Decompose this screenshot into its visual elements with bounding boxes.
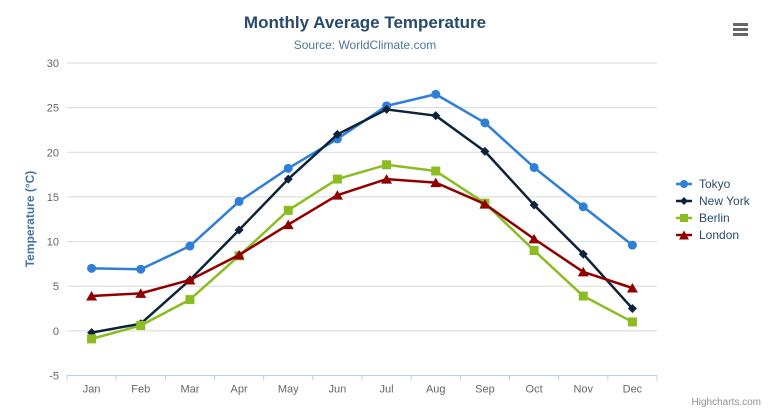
y-axis-title: Temperature (°C) [23,170,37,268]
series-marker-new-york[interactable] [382,104,392,114]
series-marker-london[interactable] [577,266,589,277]
series-marker-tokyo[interactable] [283,163,293,173]
series-marker-berlin[interactable] [431,166,441,176]
series-marker-london[interactable] [86,291,98,301]
series-marker-london[interactable] [381,174,393,184]
x-axis-label: May [278,384,299,396]
legend: Tokyo New York Berlin London [676,175,750,243]
legend-item-label: New York [699,193,750,208]
series-marker-tokyo[interactable] [234,196,244,206]
series-marker-london[interactable] [479,199,491,209]
hamburger-icon [733,28,748,31]
legend-item-label: Tokyo [699,176,731,191]
y-axis-label: 25 [47,103,59,115]
series-marker-london[interactable] [282,219,294,230]
y-axis-label: 5 [53,281,59,293]
series-marker-tokyo[interactable] [480,118,490,128]
series-marker-new-york[interactable] [431,111,441,121]
x-axis-label: Aug [426,384,446,396]
diamond-icon [676,196,692,205]
triangle-icon [676,230,692,239]
series-marker-berlin[interactable] [578,291,588,301]
legend-item-new-york[interactable]: New York [676,192,750,209]
series-marker-tokyo[interactable] [185,241,195,251]
series-marker-new-york[interactable] [627,304,637,314]
series-marker-london[interactable] [430,177,442,188]
square-icon [676,213,692,222]
circle-icon [676,179,692,188]
series-marker-tokyo[interactable] [529,162,539,172]
series-marker-berlin[interactable] [87,334,97,344]
x-axis-label: Nov [573,384,593,396]
legend-item-london[interactable]: London [676,226,750,243]
x-axis-label: Jul [380,384,394,396]
series-marker-tokyo[interactable] [578,202,588,212]
series-marker-new-york[interactable] [332,129,342,139]
legend-item-label: Berlin [699,210,730,225]
y-axis-label: 0 [53,326,59,338]
x-axis-label: Dec [623,384,643,396]
y-axis-label: 10 [47,237,59,249]
legend-item-berlin[interactable]: Berlin [676,209,750,226]
series-marker-berlin[interactable] [529,246,539,255]
series-marker-london[interactable] [331,190,343,200]
series-marker-berlin[interactable] [185,295,195,305]
series-marker-tokyo[interactable] [431,89,441,99]
credits-link[interactable]: Highcharts.com [691,397,761,408]
series-marker-new-york[interactable] [578,249,588,259]
x-axis-label: Oct [526,384,543,396]
series-marker-new-york[interactable] [529,200,539,210]
series-marker-london[interactable] [184,274,196,285]
x-axis-label: Mar [180,384,199,396]
series-marker-berlin[interactable] [382,160,392,170]
series-marker-tokyo[interactable] [136,264,146,274]
x-axis-label: Sep [475,384,495,396]
chart-context-menu-button[interactable] [733,23,748,36]
chart-subtitle: Source: WorldClimate.com [293,38,437,52]
x-axis-label: Apr [231,384,248,396]
y-axis-label: -5 [49,371,59,383]
chart-title: Monthly Average Temperature [243,13,487,32]
series-marker-new-york[interactable] [283,174,293,184]
series-marker-berlin[interactable] [332,174,342,184]
series-marker-london[interactable] [626,283,638,293]
series-marker-london[interactable] [135,288,147,298]
series-marker-tokyo[interactable] [87,263,97,273]
x-axis-label: Jun [329,384,347,396]
legend-item-tokyo[interactable]: Tokyo [676,175,750,192]
y-axis-label: 30 [47,58,59,70]
series-marker-new-york[interactable] [234,225,244,235]
hamburger-icon [733,33,748,36]
series-marker-new-york[interactable] [480,146,490,156]
x-axis-label: Feb [131,384,150,396]
series-line-tokyo[interactable] [90,93,634,271]
series-marker-berlin[interactable] [627,317,637,327]
series-line-berlin[interactable] [90,163,634,341]
y-axis-label: 15 [47,192,59,204]
legend-item-label: London [699,227,740,242]
series-marker-london[interactable] [528,233,540,244]
hamburger-icon [733,23,748,26]
series-marker-berlin[interactable] [136,321,146,330]
series-marker-tokyo[interactable] [627,240,637,250]
x-axis-label: Jan [83,384,101,396]
series-marker-berlin[interactable] [283,205,293,215]
series-line-new-york[interactable] [90,108,634,334]
series-line-london[interactable] [90,177,634,298]
series-marker-london[interactable] [233,249,245,260]
y-axis-label: 20 [47,147,59,159]
